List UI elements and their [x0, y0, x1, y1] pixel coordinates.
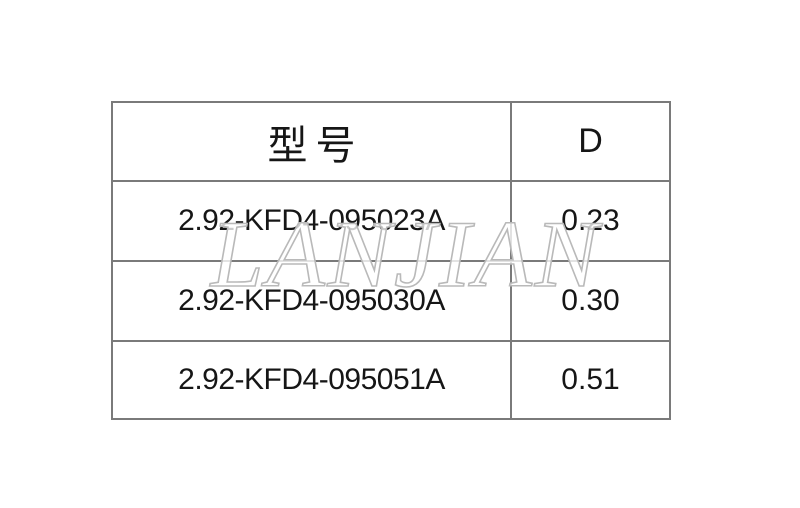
model-number: 2.92-KFD4-095030A: [178, 284, 445, 317]
header-label-d: D: [578, 122, 603, 160]
table-row-1-model-cell: 2.92-KFD4-095023A: [113, 182, 512, 262]
d-value: 0.23: [561, 204, 620, 237]
header-label-model: 型号: [267, 122, 364, 168]
d-value: 0.51: [561, 363, 620, 396]
d-value: 0.30: [561, 284, 620, 317]
table-row-2-d-cell: 0.30: [512, 262, 669, 342]
table-row-1-d-cell: 0.23: [512, 182, 669, 262]
table-row-2-model-cell: 2.92-KFD4-095030A: [113, 262, 512, 342]
model-number: 2.92-KFD4-095051A: [178, 363, 445, 396]
table-row-3-model-cell: 2.92-KFD4-095051A: [113, 342, 512, 418]
header-cell-model: 型号: [113, 103, 512, 182]
header-cell-d: D: [512, 103, 669, 182]
spec-table: 型号 D 2.92-KFD4-095023A 0.23 2.92-KFD4-09…: [111, 101, 671, 420]
model-number: 2.92-KFD4-095023A: [178, 204, 445, 237]
table-row-3-d-cell: 0.51: [512, 342, 669, 418]
